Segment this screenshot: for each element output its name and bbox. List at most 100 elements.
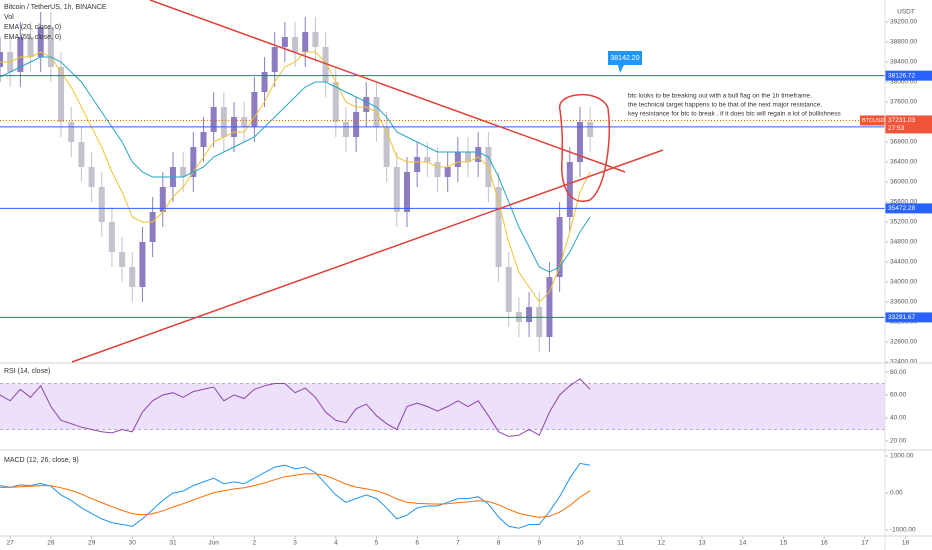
candle-body bbox=[281, 37, 288, 47]
x-tick-label: 15 bbox=[780, 540, 788, 547]
y-tick-label: 39200.00 bbox=[890, 19, 917, 26]
x-tick-label: 2 bbox=[253, 540, 257, 547]
candle-body bbox=[68, 122, 75, 142]
macd-title: MACD (12, 26, close, 9) bbox=[4, 457, 79, 464]
level-label: 38126.72 bbox=[888, 72, 915, 79]
candle-body bbox=[88, 167, 95, 187]
annotation-line: btc looks to be breaking out with a bull… bbox=[628, 93, 812, 100]
indicator-line bbox=[0, 473, 591, 518]
candle-body bbox=[180, 167, 187, 177]
y-tick-label: 36400.00 bbox=[890, 159, 917, 166]
y-tick-label: 37600.00 bbox=[890, 99, 917, 106]
candle-body bbox=[241, 117, 248, 127]
candle-body bbox=[454, 152, 461, 167]
x-tick-label: 12 bbox=[658, 540, 666, 547]
annotation-line: key resistance for btc to break . if it … bbox=[628, 111, 842, 118]
candle-body bbox=[383, 127, 390, 167]
trendline bbox=[149, 0, 626, 173]
candle-body bbox=[119, 252, 126, 267]
candle-body bbox=[424, 157, 431, 162]
y-tick-label: 35200.00 bbox=[890, 219, 917, 226]
candle-body bbox=[190, 147, 197, 177]
y-tick-label: -1000.00 bbox=[890, 527, 916, 534]
x-tick-label: 9 bbox=[537, 540, 541, 547]
candle-body bbox=[0, 52, 3, 67]
candle-body bbox=[292, 37, 299, 52]
candle-body bbox=[556, 217, 563, 277]
x-tick-label: 6 bbox=[415, 540, 419, 547]
candle-body bbox=[37, 27, 44, 57]
candle-body bbox=[332, 82, 339, 122]
candle-body bbox=[587, 122, 594, 137]
x-tick-label: 18 bbox=[902, 540, 910, 547]
candle-body bbox=[302, 32, 309, 52]
x-tick-label: 17 bbox=[861, 540, 869, 547]
price-box bbox=[885, 115, 932, 134]
y-tick-label: 34000.00 bbox=[890, 279, 917, 286]
y-tick-label: 32800.00 bbox=[890, 339, 917, 346]
candle-body bbox=[78, 142, 85, 167]
x-tick-label: 30 bbox=[129, 540, 137, 547]
legend-ema: EMA (55, close, 0) bbox=[4, 34, 61, 41]
y-tick-label: 20.00 bbox=[890, 438, 907, 445]
legend-ema: EMA (20, close, 0) bbox=[4, 24, 61, 31]
candle-body bbox=[536, 307, 543, 337]
currency-label: USDT bbox=[897, 9, 915, 16]
indicator-line bbox=[0, 378, 591, 437]
x-tick-label: 11 bbox=[617, 540, 624, 547]
candle-body bbox=[139, 242, 146, 287]
candle-body bbox=[58, 67, 65, 122]
candle-body bbox=[27, 37, 34, 57]
candle-body bbox=[505, 267, 512, 312]
x-tick-label: 14 bbox=[739, 540, 747, 547]
price-label: 37231.03 bbox=[888, 117, 915, 124]
candle-body bbox=[312, 32, 319, 47]
level-label: 35472.28 bbox=[888, 205, 915, 212]
candle-body bbox=[129, 267, 136, 287]
countdown-label: 27:53 bbox=[888, 125, 905, 132]
candle-body bbox=[444, 167, 451, 177]
y-tick-label: 34400.00 bbox=[890, 259, 917, 266]
highlight-ellipse bbox=[559, 94, 610, 202]
candle-body bbox=[566, 162, 573, 217]
x-tick-label: 27 bbox=[7, 540, 15, 547]
rsi-title: RSI (14, close) bbox=[4, 368, 50, 375]
x-tick-label: Jun bbox=[208, 540, 219, 547]
candle-body bbox=[495, 187, 502, 267]
candle-body bbox=[47, 27, 54, 67]
candle-body bbox=[342, 122, 349, 137]
candle-body bbox=[149, 212, 156, 242]
candle-body bbox=[200, 132, 207, 147]
candle-body bbox=[17, 37, 24, 72]
x-tick-label: 16 bbox=[821, 540, 829, 547]
symbol-box bbox=[860, 115, 885, 126]
y-tick-label: 0.00 bbox=[890, 490, 903, 497]
candle-body bbox=[363, 97, 370, 112]
legend-volume: Vol bbox=[4, 14, 14, 21]
y-tick-label: 36000.00 bbox=[890, 179, 917, 186]
candle-body bbox=[403, 172, 410, 212]
level-label-box bbox=[885, 203, 932, 214]
y-tick-label: 34800.00 bbox=[890, 239, 917, 246]
y-tick-label: 32400.00 bbox=[890, 359, 917, 366]
x-tick-label: 28 bbox=[47, 540, 55, 547]
candle-body bbox=[393, 167, 400, 212]
rsi-band bbox=[0, 383, 885, 430]
level-label-box bbox=[885, 70, 932, 81]
callout-label: 38142.20 bbox=[610, 55, 639, 62]
candle-body bbox=[465, 152, 472, 162]
y-tick-label: 33600.00 bbox=[890, 299, 917, 306]
candle-body bbox=[159, 187, 166, 212]
x-tick-label: 7 bbox=[456, 540, 460, 547]
x-tick-label: 13 bbox=[698, 540, 706, 547]
candle-body bbox=[108, 222, 115, 252]
candle-body bbox=[210, 107, 217, 132]
y-tick-label: 36800.00 bbox=[890, 139, 917, 146]
plot-layer: 27 28 29 30 31 Jun 2 3 4 5 6 7 8 9 10 11 12 13 14 15 16 17 18 3… bbox=[0, 12, 932, 547]
ema-line bbox=[0, 56, 591, 273]
x-tick-label: 8 bbox=[497, 540, 501, 547]
candle-body bbox=[475, 147, 482, 162]
candle-body bbox=[526, 307, 533, 322]
candle-body bbox=[98, 187, 105, 222]
